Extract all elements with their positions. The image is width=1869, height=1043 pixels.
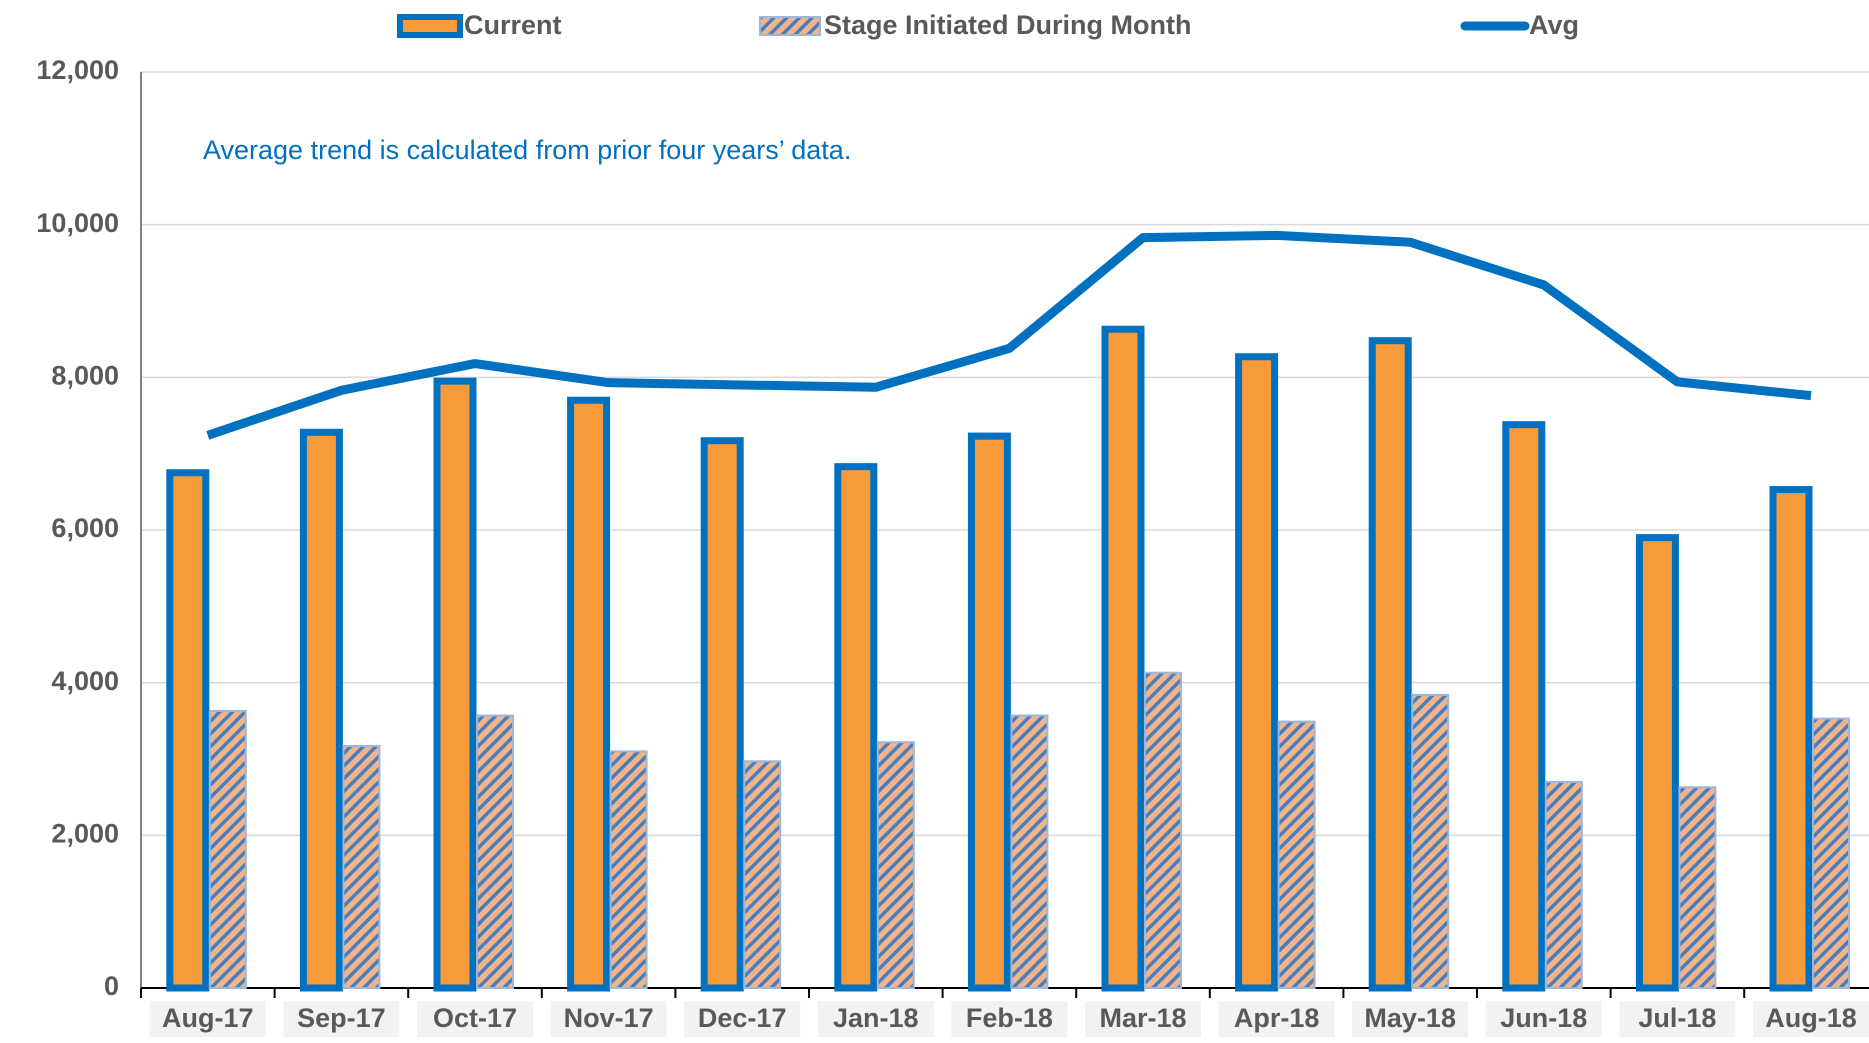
bar	[609, 750, 648, 989]
bar	[876, 741, 915, 989]
bar	[1368, 337, 1412, 992]
y-tick-label: 4,000	[51, 666, 119, 696]
x-label-bg	[1619, 1001, 1736, 1037]
line	[206, 230, 1812, 440]
bar	[166, 469, 210, 992]
bar	[967, 432, 1011, 992]
bar	[1144, 671, 1182, 989]
bar	[743, 760, 782, 989]
y-tick-label: 12,000	[36, 55, 119, 85]
bar	[476, 714, 514, 989]
x-label-bg	[684, 1001, 801, 1037]
x-label-bg	[817, 1001, 934, 1037]
bar	[1502, 421, 1546, 992]
y-tick-label: 8,000	[51, 360, 119, 390]
legend-label: Current	[464, 10, 562, 40]
x-label-bg	[283, 1001, 400, 1037]
bar	[1277, 720, 1316, 989]
bar	[342, 745, 381, 989]
bar	[208, 709, 247, 989]
y-tick-label: 0	[104, 971, 119, 1001]
x-label-bg	[417, 1001, 533, 1037]
x-label-bg	[1753, 1001, 1869, 1037]
x-tick-label: Apr-18	[1234, 1003, 1320, 1033]
legend-label: Stage Initiated During Month	[824, 10, 1191, 40]
x-label-bg	[1485, 1001, 1602, 1037]
x-label-bg	[149, 1001, 266, 1037]
bar	[1101, 325, 1145, 992]
y-tick-label: 2,000	[51, 818, 119, 848]
x-tick-label: Nov-17	[564, 1003, 654, 1033]
bar	[1769, 486, 1813, 992]
legend-label: Avg	[1529, 10, 1579, 40]
legend-swatch	[759, 16, 821, 36]
x-label-bg	[1085, 1001, 1201, 1037]
annotation: Average trend is calculated from prior f…	[203, 135, 851, 165]
x-tick-label: Mar-18	[1099, 1003, 1186, 1033]
x-tick-label: Feb-18	[966, 1003, 1053, 1033]
bar	[834, 463, 878, 992]
x-label-bg	[1218, 1001, 1335, 1037]
x-tick-label: Sep-17	[297, 1003, 386, 1033]
bar	[1678, 786, 1717, 990]
x-tick-label: Aug-18	[1765, 1003, 1857, 1033]
x-tick-label: Oct-17	[433, 1003, 517, 1033]
x-tick-label: Dec-17	[698, 1003, 787, 1033]
x-tick-label: May-18	[1364, 1003, 1456, 1033]
bar	[299, 428, 343, 992]
y-tick-label: 10,000	[36, 208, 119, 238]
bar	[1010, 714, 1049, 989]
x-label-bg	[1352, 1001, 1469, 1037]
bar	[1544, 780, 1583, 990]
bar	[567, 396, 611, 992]
x-label-bg	[951, 1001, 1068, 1037]
y-tick-label: 6,000	[51, 513, 119, 543]
bar	[1812, 717, 1850, 989]
bar	[433, 377, 477, 992]
x-tick-label: Jul-18	[1638, 1003, 1716, 1033]
x-tick-label: Jun-18	[1500, 1003, 1587, 1033]
bar	[1411, 693, 1450, 989]
bar	[700, 437, 744, 992]
x-tick-label: Aug-17	[162, 1003, 254, 1033]
bar	[1635, 534, 1679, 992]
x-label-bg	[550, 1001, 667, 1037]
bar	[1235, 353, 1279, 992]
x-tick-label: Jan-18	[833, 1003, 919, 1033]
legend-swatch	[397, 14, 463, 38]
